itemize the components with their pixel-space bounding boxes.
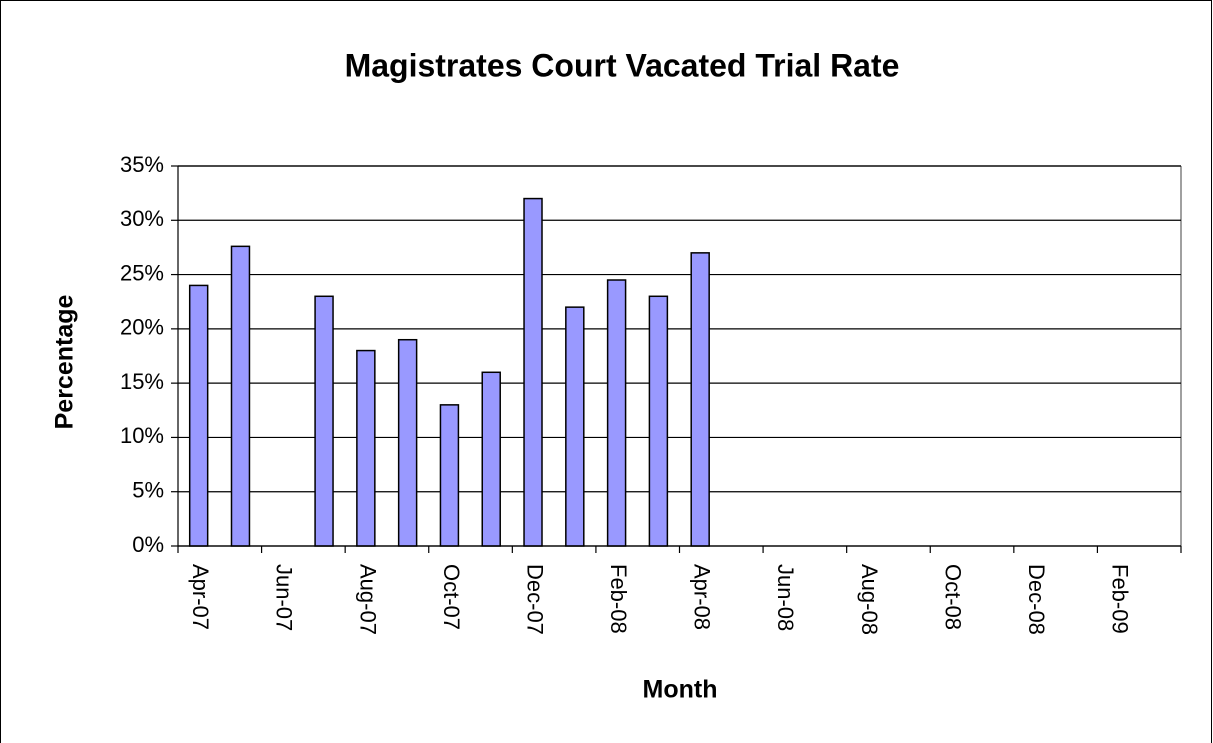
y-tick-label: 35% <box>120 152 164 177</box>
x-axis-label: Month <box>643 676 718 704</box>
bar <box>439 404 460 547</box>
bar <box>648 295 669 547</box>
x-tick-label: Jun-08 <box>773 564 798 631</box>
bar <box>606 279 627 547</box>
y-tick-label: 5% <box>132 478 164 503</box>
x-tick-label: Oct-08 <box>940 564 965 630</box>
x-tick-label: Jun-07 <box>272 564 297 631</box>
bar <box>356 349 376 547</box>
y-tick-label: 0% <box>132 532 164 557</box>
bar <box>481 371 501 547</box>
bar <box>397 338 418 547</box>
x-tick-label: Feb-09 <box>1108 564 1133 634</box>
bar <box>565 306 585 547</box>
y-tick-label: 15% <box>120 369 164 394</box>
bar <box>314 295 334 547</box>
y-tick-label: 30% <box>120 206 164 231</box>
chart-title: Magistrates Court Vacated Trial Rate <box>345 47 900 83</box>
x-tick-label: Dec-08 <box>1024 564 1049 635</box>
y-tick-label: 25% <box>120 260 164 285</box>
x-tick-label: Aug-08 <box>857 564 882 635</box>
bar <box>690 252 710 547</box>
x-tick-label: Feb-08 <box>606 564 631 634</box>
bar <box>188 284 209 547</box>
bar <box>523 197 543 547</box>
y-tick-label: 10% <box>120 423 164 448</box>
bar <box>230 245 251 547</box>
x-tick-label: Dec-07 <box>522 564 547 635</box>
y-axis-label: Percentage <box>51 295 79 430</box>
x-tick-label: Apr-08 <box>690 564 715 630</box>
x-tick-label: Aug-07 <box>355 564 380 635</box>
y-tick-label: 20% <box>120 315 164 340</box>
x-tick-label: Oct-07 <box>439 564 464 630</box>
x-tick-label: Apr-07 <box>188 564 213 630</box>
